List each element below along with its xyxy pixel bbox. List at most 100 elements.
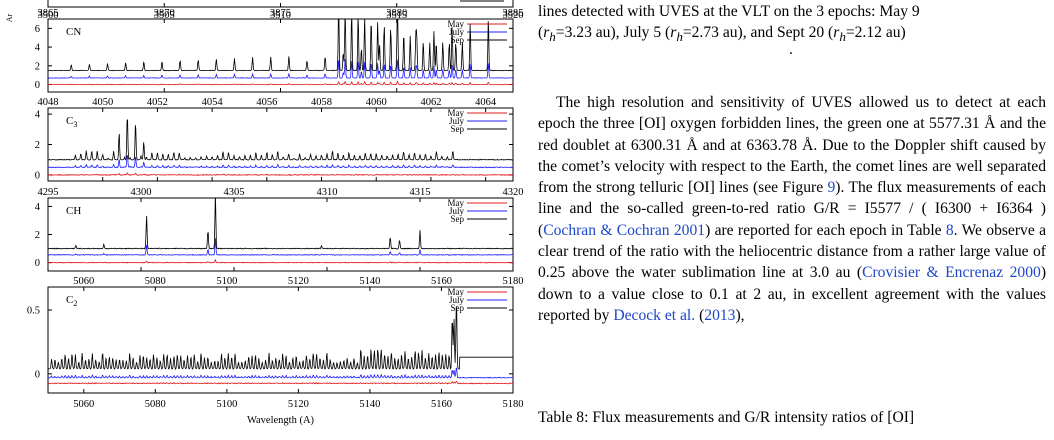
x-tick-label: 5080 <box>145 276 166 287</box>
x-tick-label: 5140 <box>359 399 380 410</box>
x-tick-label: 3885 <box>503 8 524 19</box>
x-tick-label: 4064 <box>475 97 497 108</box>
x-tick-label: 5100 <box>216 399 237 410</box>
spectrum-sep <box>48 198 513 250</box>
spectrum-july <box>48 367 513 379</box>
x-tick-label: 3510 <box>270 10 291 21</box>
x-tick-label: 5140 <box>359 276 380 287</box>
spectrum-panel-4: 5060 5080 5100 5120 5140 5160 5180 5060 5080 5100… <box>27 276 524 426</box>
spectrum-may <box>48 172 513 176</box>
body-paragraph: The high resolution and sensitivity of U… <box>538 92 1046 326</box>
x-tick-label: 4060 <box>366 97 387 108</box>
x-tick-label: 4050 <box>92 97 113 108</box>
x-tick-label: 5120 <box>288 276 309 287</box>
legend-entry-july: July <box>449 295 465 305</box>
ref-figure-9[interactable]: 9 <box>827 179 836 197</box>
rh-subscript: h <box>839 29 846 45</box>
x-tick-label: 4062 <box>420 97 441 108</box>
caption-sept-distance: =2.12 au) <box>845 24 906 42</box>
rh-subscript: h <box>549 29 556 45</box>
ref-decock-year[interactable]: 2013 <box>704 306 736 324</box>
x-tick-label: 4320 <box>503 187 524 198</box>
rh-subscript: h <box>676 29 683 45</box>
x-tick-label: 3880 <box>386 8 407 19</box>
x-tick-label: 3505 <box>154 10 175 21</box>
x-tick-label: 4056 <box>256 97 277 108</box>
para-text: ), <box>735 306 745 324</box>
spectrum-traces <box>48 198 513 264</box>
x-tick-label: 3515 <box>386 10 407 21</box>
x-tick-label: 5160 <box>431 399 452 410</box>
legend-entry-may: May <box>448 287 465 297</box>
legend-entry-july: July <box>449 206 465 216</box>
ref-cochran-2001[interactable]: Cochran & Cochran 2001 <box>543 221 706 239</box>
spectrum-july <box>48 238 513 256</box>
legend-entry-july: July <box>449 116 465 126</box>
para-text: The high resolution and sensitivity of U… <box>538 94 1046 197</box>
panel-frame <box>47 197 514 272</box>
ref-table-8[interactable]: 8 <box>945 221 954 239</box>
legend-entry-sep: Sep <box>451 214 465 224</box>
x-tick-label: 5100 <box>216 276 237 287</box>
figure-caption: lines detected with UVES at the VLT on t… <box>538 1 1046 48</box>
spectrum-sep <box>48 305 513 370</box>
caption-july-distance: =2.73 au), and Sept 20 ( <box>682 24 834 42</box>
y-tick-label: 4 <box>35 110 41 121</box>
table-caption: Table 8: Flux measurements and G/R inten… <box>538 409 915 426</box>
y-tick-label: 2 <box>35 140 40 151</box>
species-label: CH <box>66 205 81 217</box>
rh-symbol: r <box>833 24 840 42</box>
x-tick-label: 5120 <box>288 399 309 410</box>
species-label: C2 <box>66 294 77 308</box>
spectrum-may <box>48 258 513 264</box>
x-tick-label: 3870 <box>154 8 175 19</box>
legend-entry-sep: Sep <box>451 124 465 134</box>
x-tick-label: 3520 <box>503 10 524 21</box>
spectrum-may <box>48 80 513 86</box>
y-axis-label-fragment: Ar <box>5 13 14 22</box>
x-tick-label: 4300 <box>131 187 152 198</box>
spectrum-july <box>48 59 513 79</box>
y-tick-label: 0 <box>35 258 40 269</box>
spectra-figure: 3500 3505 3510 3515 3520 Ar 3865 3870 3875 3880 38… <box>5 0 524 426</box>
spectrum-traces <box>48 119 513 176</box>
y-tick-label: 0 <box>35 170 40 181</box>
legend-entry-sep: Sep <box>451 303 465 313</box>
x-tick-label: 4054 <box>202 97 224 108</box>
x-tick-label: 3875 <box>270 8 291 19</box>
spectrum-sep <box>48 19 513 72</box>
species-label: CN <box>66 26 81 38</box>
x-tick-label: 4058 <box>311 97 332 108</box>
x-tick-label: 4048 <box>38 97 59 108</box>
y-tick-label: 0 <box>35 80 40 91</box>
text-column: lines detected with UVES at the VLT on t… <box>535 0 1049 440</box>
legend-entry-sep: Sep <box>451 35 465 45</box>
y-tick-label: 4 <box>35 43 41 54</box>
spectrum-panel-2: 4048 4050 4052 4054 4056 4058 4060 4062 4064 4 2 0 C… <box>35 97 514 182</box>
y-tick-label: 0.5 <box>27 305 40 316</box>
y-tick-label: 6 <box>35 24 40 35</box>
y-tick-label: 4 <box>35 202 41 213</box>
legend-entry-july: July <box>449 27 465 37</box>
rh-symbol: r <box>670 24 677 42</box>
para-text: ( <box>695 306 705 324</box>
x-tick-label: 3500 <box>38 10 59 21</box>
y-tick-label: 0 <box>35 369 40 380</box>
ref-decock[interactable]: Decock et al. <box>613 306 696 324</box>
x-tick-label: 5180 <box>503 399 524 410</box>
legend-entry-may: May <box>448 19 465 29</box>
y-tick-label: 2 <box>35 61 40 72</box>
y-tick-label: 2 <box>35 230 40 241</box>
spectrum-panel-0: 3500 3505 3510 3515 3520 Ar <box>5 0 524 22</box>
x-axis-label: Wavelength (A) <box>247 415 315 426</box>
x-tick-label: 4052 <box>147 97 168 108</box>
para-text: ) down to a value close to 0.1 at 2 au, … <box>538 264 1047 324</box>
ref-crovisier-2000[interactable]: Crovisier & Encrenaz 2000 <box>862 264 1041 282</box>
spectrum-traces <box>48 305 513 385</box>
x-tick-label: 5060 <box>73 399 94 410</box>
para-text: . We observe a clear trend of the ratio … <box>538 221 1046 282</box>
spectrum-july <box>48 154 513 169</box>
x-tick-label: 5180 <box>503 276 524 287</box>
